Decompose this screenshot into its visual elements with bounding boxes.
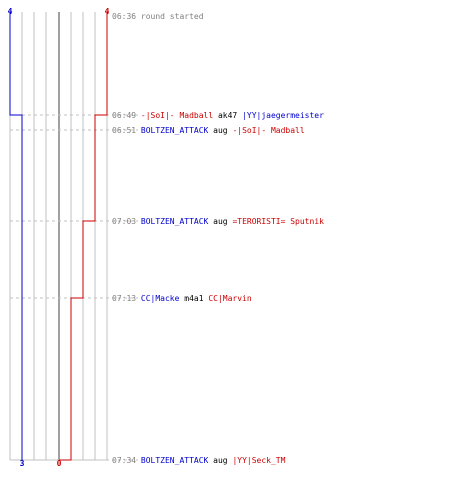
event-row: 06:36 round started (112, 12, 204, 21)
event-row: 07:34 BOLTZEN_ATTACK aug |YY|Seck_TM (112, 456, 286, 465)
event-row: 06:49 -|SoI|- Madball ak47 |YY|jaegermei… (112, 111, 324, 120)
player-name: |YY|Seck_TM (232, 456, 285, 465)
event-time: 06:36 (112, 12, 141, 21)
weapon-name: aug (208, 217, 232, 226)
event-time: 07:34 (112, 456, 141, 465)
weapon-name: aug (208, 456, 232, 465)
event-row: 07:13 CC|Macke m4a1 CC|Marvin (112, 294, 252, 303)
event-time: 06:49 (112, 111, 141, 120)
weapon-name: m4a1 (179, 294, 208, 303)
player-name: BOLTZEN_ATTACK (141, 217, 209, 226)
player-name: BOLTZEN_ATTACK (141, 456, 209, 465)
event-text: round started (141, 12, 204, 21)
event-time: 06:51 (112, 126, 141, 135)
player-name: -|SoI|- Madball (232, 126, 304, 135)
player-name: -|SoI|- Madball (141, 111, 213, 120)
weapon-name: ak47 (213, 111, 242, 120)
event-log: 06:36 round started 06:49 -|SoI|- Madball… (112, 12, 324, 465)
score-bottom-blue: 3 (20, 459, 25, 468)
score-bottom-red: 0 (57, 459, 62, 468)
red-team-line (59, 12, 108, 461)
event-time: 07:13 (112, 294, 141, 303)
score-top-blue: 4 (8, 7, 13, 16)
player-name: =TERORISTI= Sputnik (232, 217, 324, 226)
score-top-red: 4 (105, 7, 110, 16)
timeline-grid (9, 12, 108, 461)
weapon-name: aug (208, 126, 232, 135)
player-name: |YY|jaegermeister (242, 111, 324, 120)
player-name: BOLTZEN_ATTACK (141, 126, 209, 135)
event-time: 07:03 (112, 217, 141, 226)
event-row: 06:51 BOLTZEN_ATTACK aug -|SoI|- Madball (112, 126, 305, 135)
blue-team-line (9, 12, 23, 460)
event-dashed-lines (10, 114, 138, 461)
event-row: 07:03 BOLTZEN_ATTACK aug =TERORISTI= Spu… (112, 217, 324, 226)
player-name: CC|Macke (141, 294, 180, 303)
player-name: CC|Marvin (208, 294, 252, 303)
